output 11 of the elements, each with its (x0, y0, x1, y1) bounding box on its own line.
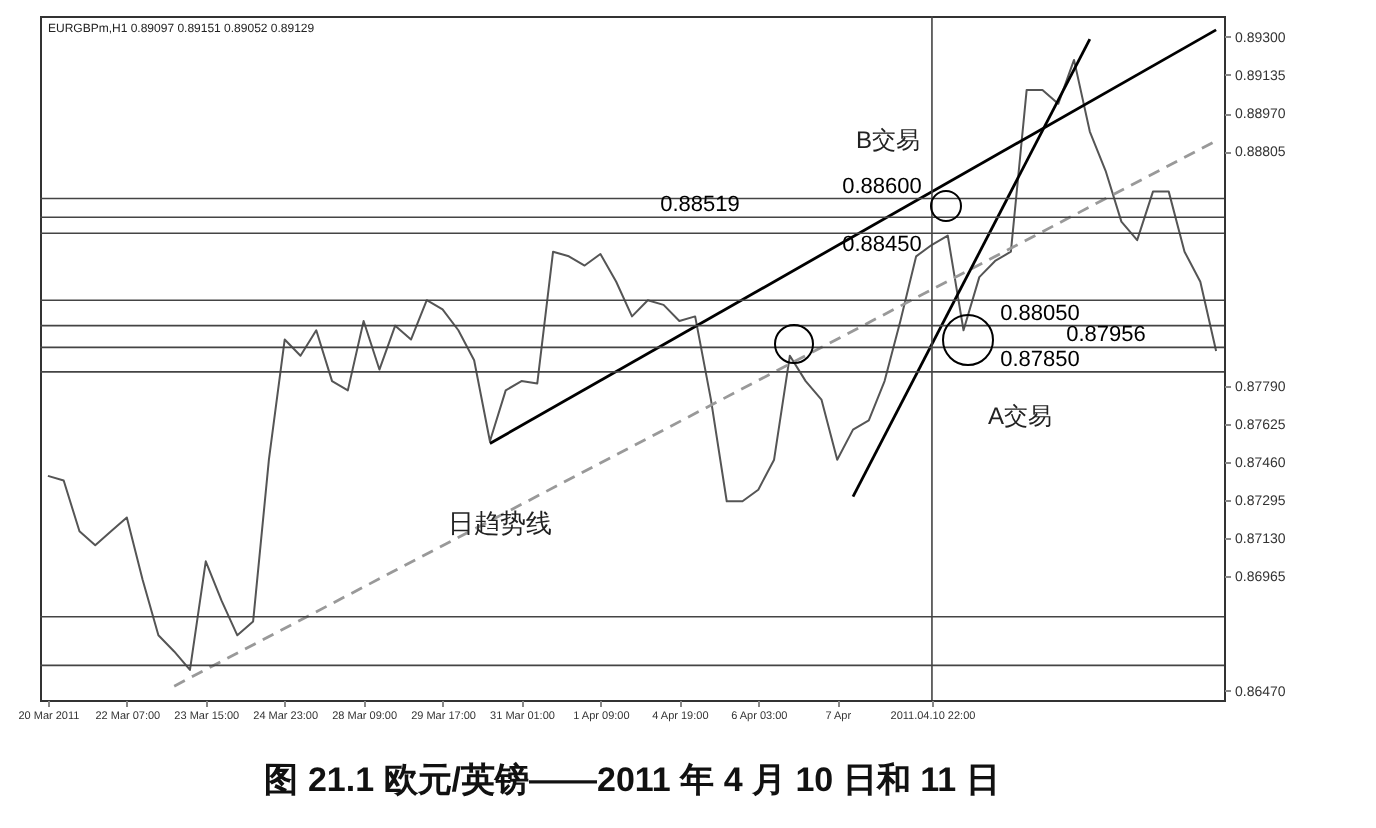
annotation: A交易 (987, 402, 1053, 430)
ref-line-label: 0.88600 (842, 174, 922, 199)
ref-line-label: 0.88450 (842, 233, 922, 258)
annotation: 日趋势线 (448, 508, 552, 538)
text: 图 21.1 欧元/英镑——2011 年 4 月 10 日和 11 日 (264, 761, 1000, 799)
ref-line-label: 0.88519 (660, 193, 740, 218)
annotation: B交易 (855, 126, 921, 154)
ref-line-label: 0.88050 (1000, 301, 1080, 326)
ref-line-label: 0.87850 (1000, 347, 1080, 372)
line-series (46, 58, 1218, 671)
ref-line-label: 0.87956 (1066, 323, 1146, 348)
